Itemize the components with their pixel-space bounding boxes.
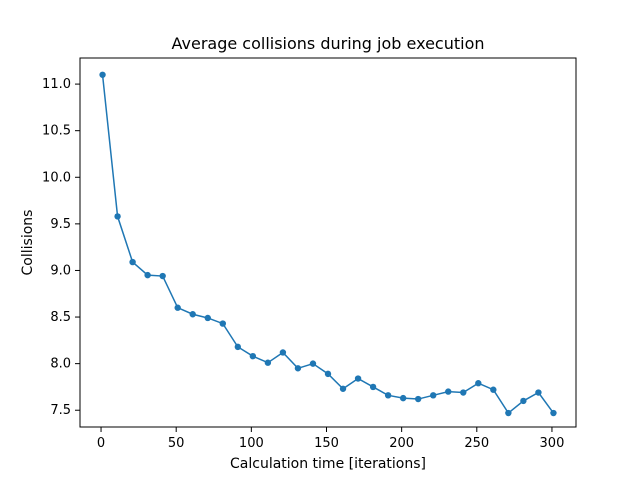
data-point	[399, 394, 407, 402]
plot-area	[80, 58, 576, 427]
data-point	[520, 397, 527, 405]
data-point	[189, 311, 196, 318]
data-point	[460, 389, 467, 396]
x-tick-label: 300	[540, 436, 565, 451]
data-point	[159, 272, 166, 280]
data-points	[99, 71, 557, 417]
data-point	[445, 388, 452, 395]
data-point	[354, 375, 362, 382]
data-point	[219, 320, 226, 327]
x-tick-label: 200	[389, 436, 414, 451]
data-point	[174, 304, 181, 311]
x-tick-label: 150	[314, 436, 339, 451]
data-point	[475, 380, 482, 387]
data-point	[114, 213, 121, 220]
data-point	[99, 71, 106, 78]
y-tick-label: 10.5	[42, 124, 71, 139]
data-point	[369, 383, 377, 391]
chart-title: Average collisions during job execution	[172, 34, 485, 53]
y-tick-label: 11.0	[42, 77, 71, 92]
data-point	[550, 409, 557, 417]
x-tick-label: 0	[97, 436, 105, 451]
data-point	[505, 409, 512, 417]
data-point	[144, 271, 151, 279]
data-point	[294, 365, 302, 372]
x-axis-label: Calculation time [iterations]	[230, 456, 426, 472]
y-tick-label: 8.5	[50, 310, 71, 325]
data-point	[264, 359, 272, 366]
data-point	[430, 392, 437, 399]
data-point	[309, 360, 317, 367]
data-point	[204, 314, 211, 322]
data-point	[535, 389, 542, 396]
y-axis-label: Collisions	[20, 210, 36, 276]
y-tick-label: 9.5	[50, 217, 71, 232]
data-point	[490, 386, 497, 393]
y-tick-label: 9.0	[50, 263, 71, 278]
plot-frame	[79, 57, 577, 428]
data-point	[249, 352, 257, 360]
y-tick-label: 10.0	[42, 170, 71, 185]
data-point	[129, 258, 136, 266]
data-point	[324, 370, 332, 378]
data-point	[234, 343, 242, 351]
data-point	[384, 392, 392, 399]
data-point	[414, 395, 422, 403]
y-tick-label: 8.0	[50, 357, 71, 372]
data-point	[339, 385, 347, 392]
x-ticks: 0 50 100 150 200 250 300	[97, 427, 564, 451]
x-tick-label: 100	[239, 436, 264, 451]
x-tick-label: 50	[168, 436, 185, 451]
y-tick-label: 7.5	[50, 403, 71, 418]
data-point	[279, 349, 287, 356]
y-ticks: 7.5 8.0 8.5 9.0 9.5 10.0 10.5 11.0	[42, 77, 80, 418]
x-tick-label: 250	[464, 436, 489, 451]
